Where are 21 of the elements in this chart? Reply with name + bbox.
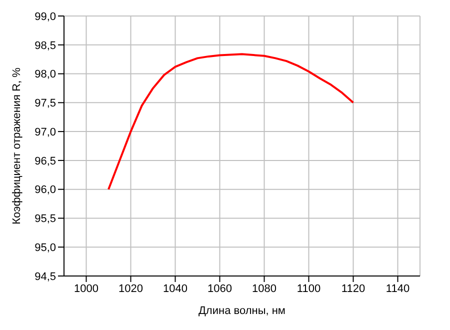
y-tick-label: 95,5 (34, 213, 56, 226)
y-tick-label: 96,0 (34, 184, 56, 196)
y-tick-label: 95,0 (34, 242, 56, 254)
x-axis-title: Длина волны, нм (198, 305, 286, 317)
y-tick-label: 96,5 (34, 155, 56, 168)
y-tick-label: 98,5 (34, 40, 56, 52)
y-tick-label: 97,5 (34, 98, 56, 110)
x-tick-label: 1040 (163, 282, 188, 295)
x-tick-label: 1100 (296, 282, 321, 295)
y-tick-label: 98,0 (34, 68, 56, 81)
x-tick-label: 1000 (74, 282, 98, 295)
x-tick-label: 1080 (252, 282, 276, 295)
line-series (108, 53, 354, 190)
x-tick-label: 1120 (341, 282, 366, 295)
y-tick-label: 97,0 (34, 126, 56, 138)
x-tick-label: 1020 (118, 282, 143, 295)
y-tick-label: 94,5 (34, 270, 56, 283)
x-tick-label: 1140 (386, 282, 410, 295)
y-tick-label: 99,0 (34, 10, 56, 23)
x-tick-label: 1060 (208, 282, 232, 295)
y-axis-title: Коэффициент отражения R, % (10, 67, 23, 224)
